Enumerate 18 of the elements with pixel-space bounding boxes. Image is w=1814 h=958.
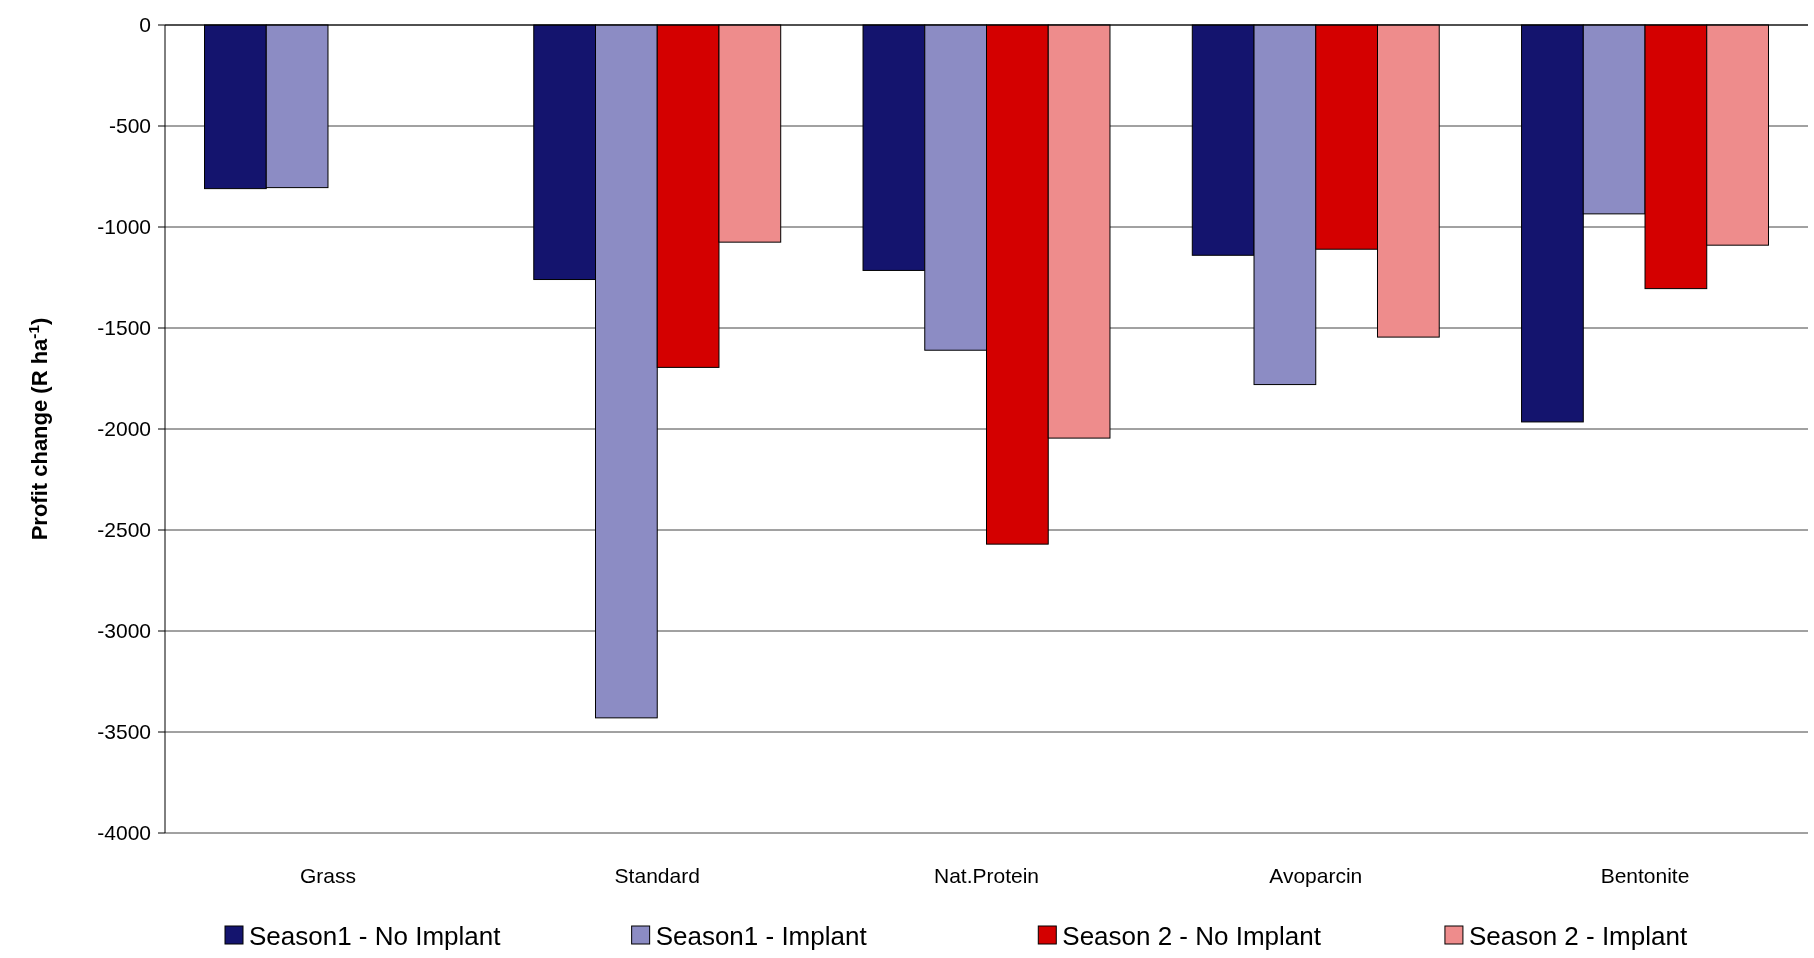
x-tick-label: Bentonite: [1600, 864, 1690, 887]
x-tick-label: Avoparcin: [1269, 864, 1363, 887]
legend-label: Season1 - Implant: [655, 921, 868, 952]
x-tick-label: Grass: [299, 864, 356, 887]
x-tick-label: Standard: [614, 864, 700, 887]
y-tick-label: -3000: [97, 619, 151, 643]
y-tick-label: -1500: [97, 316, 151, 340]
x-tick-label: Nat.Protein: [933, 864, 1040, 887]
legend-label: Season 2 - Implant: [1468, 921, 1688, 952]
legend-label: Season1 - No Implant: [249, 921, 502, 952]
y-tick-label: -2500: [97, 518, 151, 542]
y-tick-label: -1000: [97, 215, 151, 239]
y-tick-label: -3500: [97, 720, 151, 744]
y-tick-label: -500: [108, 114, 151, 138]
y-tick-label: -2000: [97, 417, 151, 441]
y-tick-label: 0: [139, 13, 151, 37]
y-tick-label: -4000: [97, 821, 151, 845]
legend-label: Season 2 - No Implant: [1062, 921, 1322, 952]
